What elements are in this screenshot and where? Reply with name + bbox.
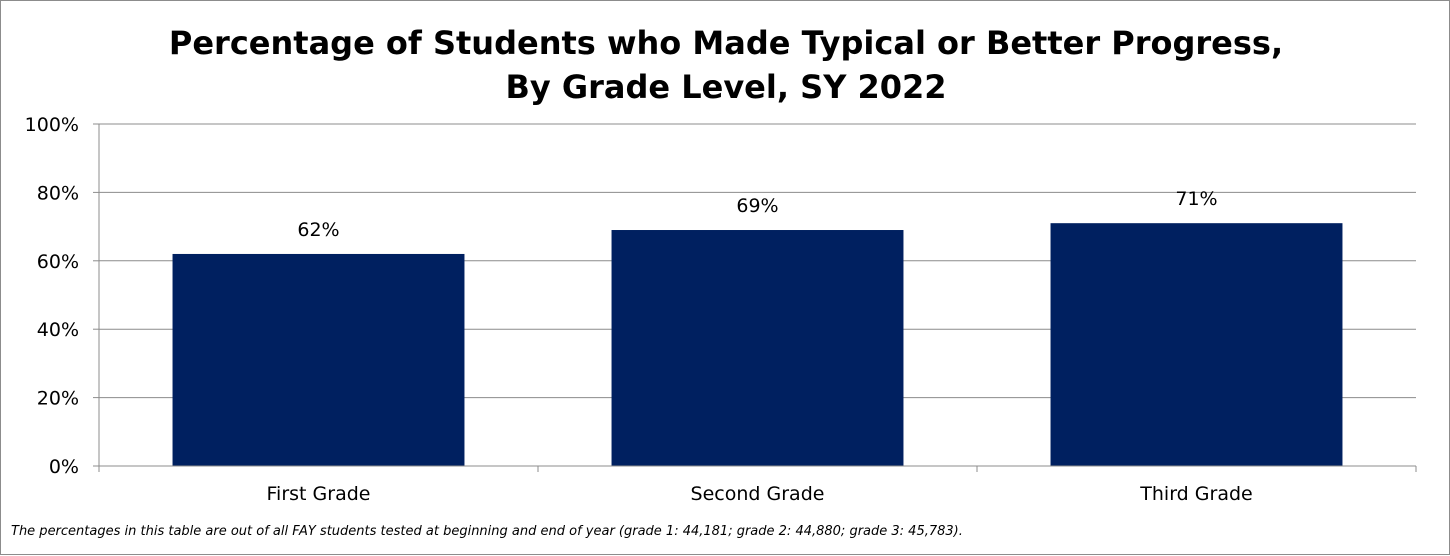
y-tick-label: 80% bbox=[37, 182, 79, 204]
bar-1 bbox=[172, 253, 465, 466]
chart-title-line-1: Percentage of Students who Made Typical … bbox=[168, 24, 1284, 62]
y-tick-label: 20% bbox=[37, 388, 79, 410]
bar-2 bbox=[611, 230, 904, 466]
x-category-label: Second Grade bbox=[691, 483, 825, 505]
y-tick-label: 40% bbox=[37, 319, 79, 341]
y-tick-label: 100% bbox=[25, 114, 79, 136]
data-label: 71% bbox=[1175, 188, 1217, 210]
data-label: 69% bbox=[736, 195, 778, 217]
bar-3 bbox=[1050, 223, 1343, 466]
data-label: 62% bbox=[297, 219, 339, 241]
x-category-label: First Grade bbox=[267, 483, 371, 505]
y-tick-label: 60% bbox=[37, 251, 79, 273]
x-category-label: Third Grade bbox=[1139, 483, 1252, 505]
chart-title: Percentage of Students who Made Typical … bbox=[1, 21, 1450, 109]
chart-title-line-2: By Grade Level, SY 2022 bbox=[505, 68, 947, 106]
chart-footnote: The percentages in this table are out of… bbox=[11, 524, 963, 539]
y-tick-label: 0% bbox=[49, 456, 79, 478]
